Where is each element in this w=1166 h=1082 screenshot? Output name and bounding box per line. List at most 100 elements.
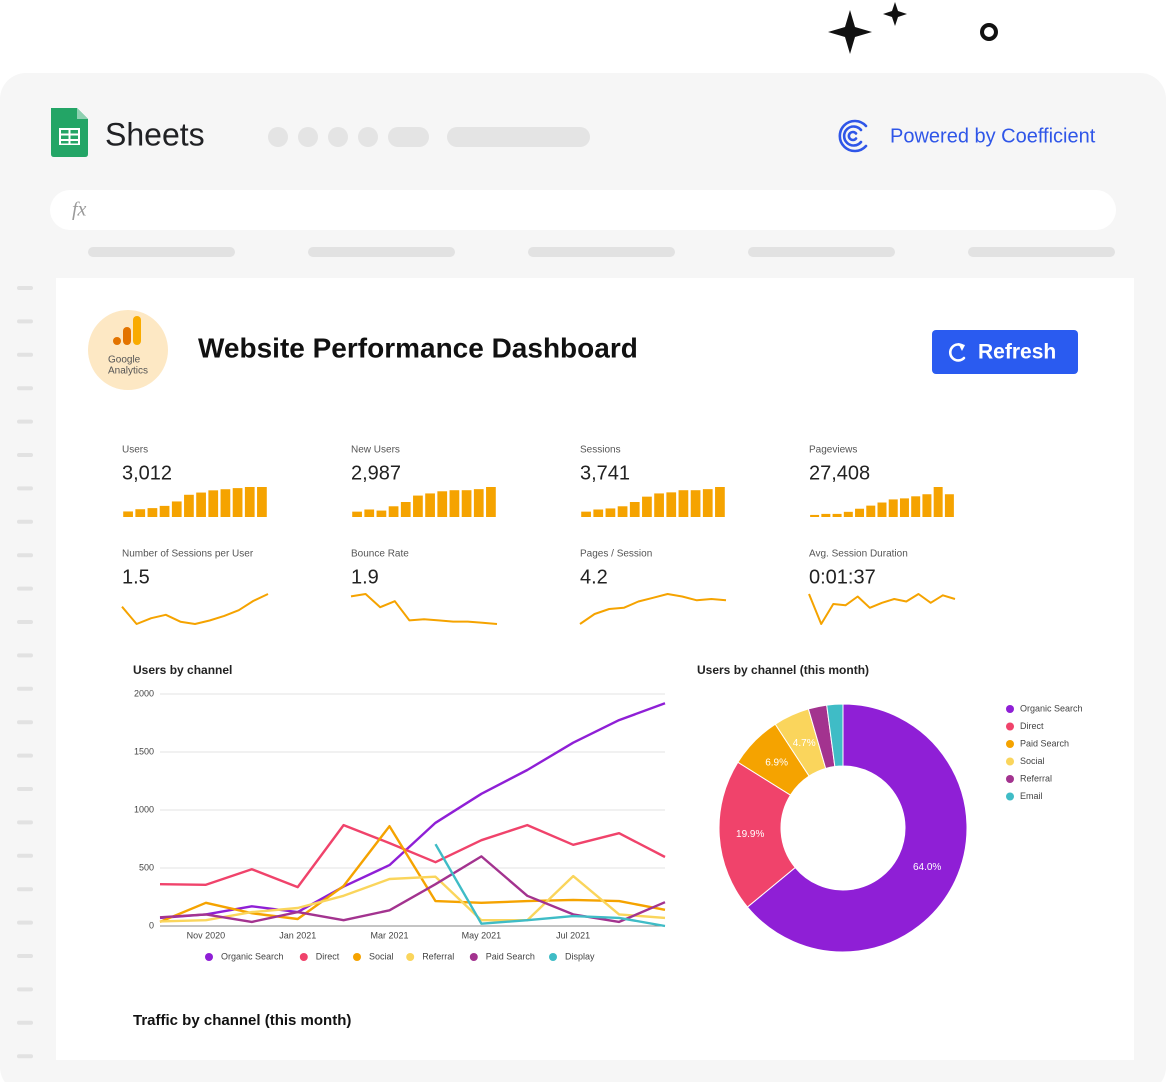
legend-swatch xyxy=(1006,775,1014,783)
legend-label: Organic Search xyxy=(1020,703,1083,713)
spark-bar xyxy=(400,502,411,517)
x-tick-label: May 2021 xyxy=(462,930,502,940)
kpi-label: Pages / Session xyxy=(580,549,652,560)
legend-swatch xyxy=(1006,740,1014,748)
kpi-label: Users xyxy=(122,445,148,456)
row-header xyxy=(17,319,33,324)
spark-bar xyxy=(593,509,604,517)
kpi-value: 1.5 xyxy=(122,566,150,588)
chart-title: Users by channel xyxy=(133,663,232,677)
donut-chart: Users by channel (this month) 64.0% 19.9% 6… xyxy=(697,663,1083,953)
kpi-label: Pageviews xyxy=(809,445,857,456)
kpi-value: 2,987 xyxy=(351,462,401,484)
legend-label: Social xyxy=(369,951,394,961)
spark-bar xyxy=(184,494,194,517)
spark-line xyxy=(350,593,498,625)
legend-label: Display xyxy=(565,951,595,961)
donut-slice xyxy=(746,703,968,953)
spark-bar xyxy=(654,493,664,517)
spark-bar xyxy=(877,502,887,517)
donut-slice xyxy=(718,761,796,908)
spark-bar xyxy=(678,490,689,517)
kpi-value: 27,408 xyxy=(809,462,870,484)
refresh-button[interactable]: Refresh xyxy=(932,330,1078,374)
refresh-label[interactable]: Refresh xyxy=(978,341,1056,364)
legend-label: Referral xyxy=(1020,773,1052,783)
row-header xyxy=(17,553,33,558)
spark-bar xyxy=(843,511,853,517)
legend-label: Social xyxy=(1020,756,1045,766)
row-header xyxy=(17,820,33,825)
row-header xyxy=(17,954,33,958)
spark-bar xyxy=(581,511,591,517)
kpi-label: Number of Sessions per User xyxy=(122,549,254,560)
legend-swatch xyxy=(1006,757,1014,766)
series-line xyxy=(159,874,666,923)
x-tick-label: Jul 2021 xyxy=(556,930,590,940)
spark-bar xyxy=(449,490,460,517)
series-line xyxy=(434,843,666,928)
spark-bar xyxy=(147,508,158,517)
legend-swatch xyxy=(353,953,361,961)
spark-bar xyxy=(944,494,954,517)
spark-bar xyxy=(617,506,628,517)
slice-label: 64.0% xyxy=(913,862,941,873)
row-header xyxy=(17,419,33,424)
spark-bar xyxy=(888,499,898,517)
spark-bar xyxy=(123,511,133,517)
series-line xyxy=(159,702,666,920)
row-header xyxy=(17,920,33,925)
legend-swatch xyxy=(205,953,213,961)
sparkle xyxy=(883,2,907,26)
legend-swatch xyxy=(406,953,415,961)
spark-line xyxy=(121,593,269,625)
spark-bar xyxy=(171,501,182,517)
column-headers xyxy=(88,247,1115,257)
refresh-button-bg[interactable] xyxy=(932,330,1078,374)
y-tick-label: 1000 xyxy=(134,804,154,814)
legend-label: Direct xyxy=(316,951,340,961)
spark-bar xyxy=(425,493,435,517)
spark-bar xyxy=(486,487,496,517)
spark-bar xyxy=(257,487,267,517)
kpi-label: New Users xyxy=(351,445,400,456)
spark-bar xyxy=(244,487,255,517)
legend-label: Referral xyxy=(422,951,454,961)
powered-by-link[interactable]: Powered by Coefficient xyxy=(890,125,1096,147)
row-header xyxy=(17,887,33,892)
ga-logo-bars xyxy=(113,316,141,345)
row-header xyxy=(17,653,33,658)
spark-bar xyxy=(135,509,146,517)
y-tick-label: 2000 xyxy=(134,688,154,698)
spark-bar xyxy=(922,494,932,517)
formula-bar-label: fx xyxy=(72,199,87,221)
spark-bar xyxy=(376,510,387,517)
legend-label: Organic Search xyxy=(221,951,284,961)
slice-label: 6.9% xyxy=(765,758,788,769)
slice-label: 4.7% xyxy=(793,738,816,749)
spark-bar xyxy=(437,491,448,517)
section-title: Traffic by channel (this month) xyxy=(133,1012,351,1029)
spark-bar xyxy=(232,488,243,517)
row-header xyxy=(17,1020,33,1025)
kpi-value: 1.9 xyxy=(351,566,379,588)
sparkle xyxy=(828,10,872,54)
legend-swatch xyxy=(299,953,308,961)
row-header xyxy=(17,853,33,858)
formula-bar[interactable] xyxy=(50,190,1116,230)
kpi-label: Avg. Session Duration xyxy=(809,549,908,560)
row-header xyxy=(17,686,33,691)
legend-swatch xyxy=(469,953,478,961)
row-header xyxy=(17,787,33,791)
row-header xyxy=(17,987,33,992)
donut-slice xyxy=(826,703,844,768)
x-tick-label: Nov 2020 xyxy=(187,930,226,940)
spark-bar xyxy=(642,496,652,517)
row-header xyxy=(17,386,33,391)
legend-swatch xyxy=(1006,792,1014,801)
spark-bar xyxy=(855,508,865,517)
spark-bar xyxy=(461,490,472,517)
spark-bar xyxy=(605,508,616,517)
spark-bar xyxy=(629,502,640,517)
